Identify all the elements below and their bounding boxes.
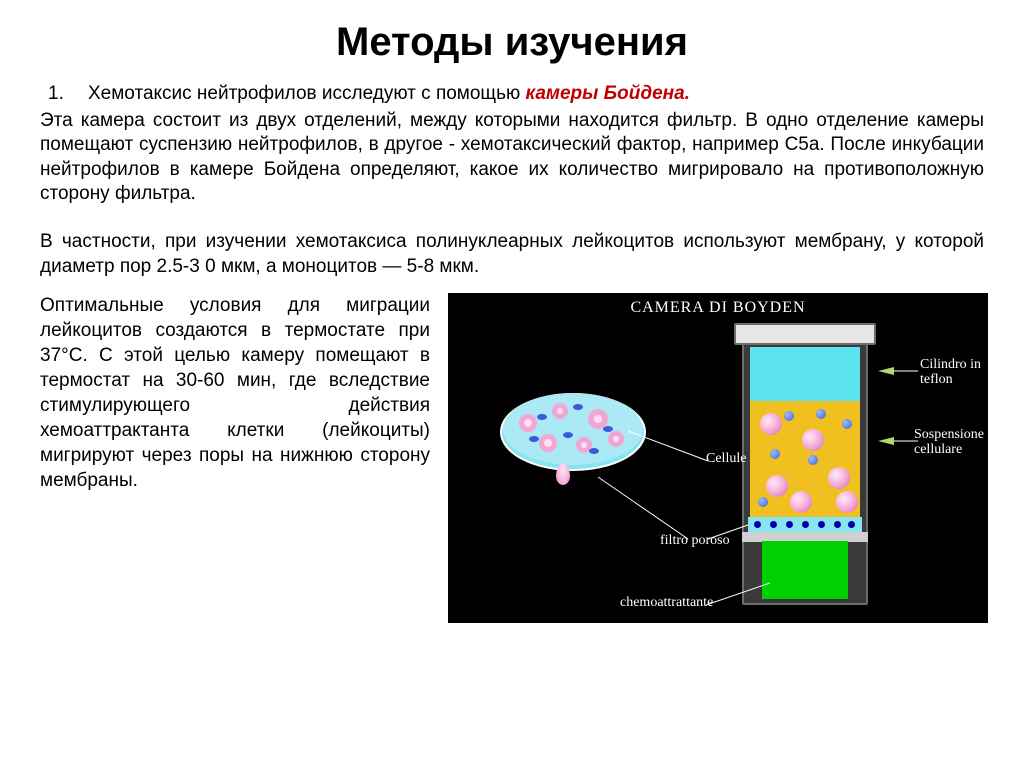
diagram-suspension-layer [750, 401, 860, 517]
paragraph-left: Оптимальные условия для миграции лейкоци… [40, 293, 430, 623]
paragraph-1: Эта камера состоит из двух отделений, ме… [40, 109, 984, 206]
diagram-label-cilindro: Cilindro in teflon [920, 357, 984, 388]
diagram-filter-layer [748, 517, 862, 533]
diagram-teflon-layer [750, 347, 860, 401]
paragraph-2: В частности, при изучении хемотаксиса по… [40, 230, 984, 279]
page-title: Методы изучения [40, 20, 984, 65]
list-text: Хемотаксис нейтрофилов исследуют с помощ… [88, 83, 690, 105]
list-highlight: камеры Бойдена. [526, 83, 690, 104]
list-item-1: 1. Хемотаксис нейтрофилов исследуют с по… [40, 83, 984, 105]
boyden-diagram: CAMERA DI BOYDEN [448, 293, 988, 623]
diagram-disk-drop [556, 463, 570, 485]
list-number: 1. [40, 83, 88, 105]
diagram-chemo-layer [762, 541, 848, 599]
diagram-label-filtro: filtro poroso [660, 533, 730, 549]
diagram-label-sospensione: Sospensione cellulare [914, 427, 988, 458]
diagram-label-chemo: chemoattrattante [620, 595, 713, 611]
diagram-title: CAMERA DI BOYDEN [448, 299, 988, 317]
diagram-label-cellule: Cellule [706, 451, 746, 467]
diagram-disk [498, 389, 648, 467]
list-plain: Хемотаксис нейтрофилов исследуют с помощ… [88, 83, 526, 104]
diagram-cylinder [742, 337, 868, 605]
